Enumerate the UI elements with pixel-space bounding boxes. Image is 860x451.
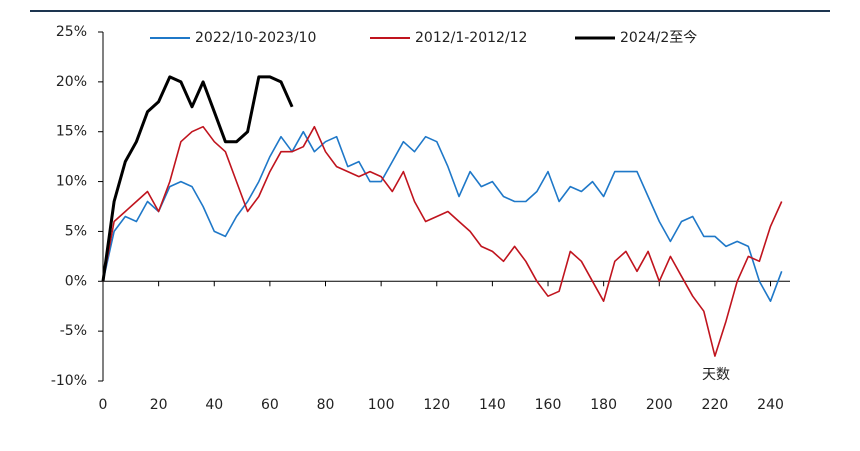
x-tick-label: 220 <box>702 397 729 413</box>
x-tick-label: 100 <box>368 397 395 413</box>
x-tick-label: 200 <box>646 397 673 413</box>
series-line <box>102 125 783 357</box>
series-line <box>102 130 783 302</box>
y-tick-label: -5% <box>60 323 87 339</box>
x-tick-label: 60 <box>261 397 279 413</box>
x-tick-label: 80 <box>317 397 335 413</box>
y-tick-label: 20% <box>56 74 87 90</box>
x-tick-label: 240 <box>757 397 784 413</box>
x-tick-label: 0 <box>99 397 108 413</box>
x-tick-label: 140 <box>479 397 506 413</box>
series-line <box>101 75 294 282</box>
x-tick-label: 160 <box>535 397 562 413</box>
x-tick-label: 40 <box>205 397 223 413</box>
y-tick-label: 15% <box>56 124 87 140</box>
legend-label: 2022/10-2023/10 <box>195 30 316 46</box>
annotation: 天数 <box>702 367 730 383</box>
legend-label: 2024/2至今 <box>620 30 697 46</box>
y-tick-label: 5% <box>65 223 87 239</box>
legend-label: 2012/1-2012/12 <box>415 30 527 46</box>
y-tick-label: 10% <box>56 174 87 190</box>
y-tick-label: 0% <box>65 273 87 289</box>
x-tick-label: 180 <box>590 397 617 413</box>
x-tick-label: 120 <box>423 397 450 413</box>
y-tick-label: 25% <box>56 24 87 40</box>
y-tick-label: -10% <box>51 373 87 389</box>
x-tick-label: 20 <box>150 397 168 413</box>
